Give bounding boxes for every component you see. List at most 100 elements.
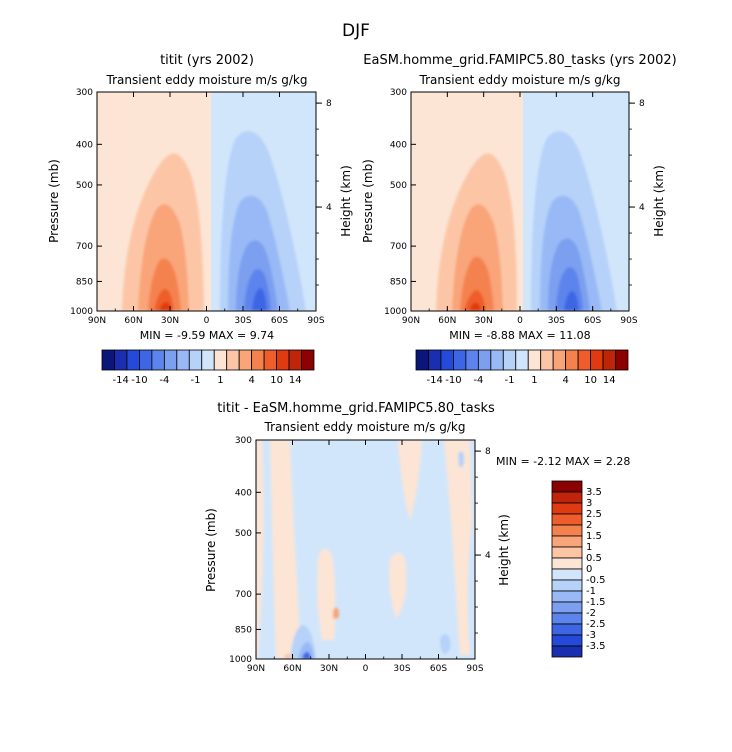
contour-pos-3 [460,256,494,311]
x-tick-label: 60S [430,664,447,674]
colorbar-swatch [151,349,165,371]
contour-neg-5 [252,288,267,311]
colorbar-1: -14 -10 -4 -1 1 4 10 14 [101,349,315,386]
min-max-readout: MIN = -9.59 MAX = 9.74 [140,329,274,342]
contour-pos-band-3 [317,548,336,640]
panel-title: titit - EaSM.homme_grid.FAMIPC5.80_tasks [217,401,495,416]
panel-subtitle: Transient eddy moisture m/s g/kg [419,73,621,87]
colorbar-swatch [465,349,479,371]
contour-pos-band-4 [398,440,422,520]
colorbar-swatch [527,349,542,371]
colorbar-swatch [126,349,140,371]
x-tick-label: 30S [548,316,565,326]
x-tick-label: 30S [234,316,251,326]
colorbar-label: -1 [505,375,515,386]
colorbar-swatch [551,557,583,570]
colorbar-swatch [213,349,228,371]
colorbar-swatch [551,535,583,548]
colorbar-swatch [552,349,567,371]
colorbar-label: -14 [113,375,129,386]
colorbar-swatch [515,349,529,371]
y-tick-label: 400 [235,488,252,498]
x-tick-label: 90N [247,664,265,674]
panel-model2: EaSM.homme_grid.FAMIPC5.80_tasks (yrs 20… [361,53,677,342]
contour-pos-small-2 [284,653,291,659]
colorbar-swatch [176,349,190,371]
y2-tick-label: 8 [639,99,645,109]
x-tick-label: 0 [204,316,210,326]
min-max-readout: MIN = -2.12 MAX = 2.28 [496,455,630,468]
colorbar-swatch [551,524,583,537]
colorbar-label: 3.5 [586,487,602,498]
contour-pos-4 [464,290,486,311]
colorbar-2: -14 -10 -4 -1 1 4 10 14 [415,349,629,386]
colorbar-swatch [428,349,442,371]
y-tick-label: 500 [76,181,93,191]
colorbar-label: -4 [159,375,169,386]
contour-field [256,440,475,659]
y-tick-label: 850 [390,277,407,287]
colorbar-label: -1 [191,375,201,386]
colorbar-swatch [602,349,616,371]
colorbar-swatch [551,480,583,493]
contour-pos-band-1 [256,440,264,659]
colorbar-swatch [114,349,128,371]
y-tick-label: 850 [76,277,93,287]
colorbar-label: -2.5 [586,619,606,630]
colorbar-label: -1 [586,586,596,597]
colorbar-swatch [615,349,629,371]
colorbar-swatch [551,623,583,636]
colorbar-swatch [201,349,215,371]
colorbar-swatch [502,349,517,371]
contour-neg-small-2 [458,451,465,468]
colorbar-swatch [440,349,454,371]
y-tick-label: 1000 [384,307,407,317]
y-axis-label: Pressure (mb) [47,159,61,243]
colorbar-label: -3 [586,630,596,641]
colorbar-swatch [577,349,591,371]
panel-title: titit (yrs 2002) [160,53,254,68]
y2-axis-label: Height (km) [652,165,666,236]
x-tick-label: 60N [124,316,142,326]
colorbar-swatch [490,349,504,371]
contour-field [411,92,629,311]
x-tick-label: 60S [584,316,601,326]
contour-pos-band-5 [444,440,472,655]
colorbar-label: 1 [217,375,223,386]
y-tick-label: 300 [235,436,252,446]
colorbar-swatch [551,546,583,559]
colorbar-label: 1 [586,542,592,553]
contour-pos-small-1 [333,607,340,619]
contour-neg-3 [302,651,311,659]
panel-title: EaSM.homme_grid.FAMIPC5.80_tasks (yrs 20… [363,53,676,68]
y-axis-label: Pressure (mb) [204,508,218,592]
colorbar-label: 14 [289,375,302,386]
colorbar-swatch [238,349,253,371]
x-tick-label: 30N [320,664,338,674]
colorbar-swatch [139,349,153,371]
y-tick-label: 300 [390,88,407,98]
panel-subtitle: Transient eddy moisture m/s g/kg [264,420,466,434]
y-tick-label: 1000 [70,307,93,317]
min-max-readout: MIN = -8.88 MAX = 11.08 [449,329,590,342]
colorbar-swatch [415,349,429,371]
y-axis-label: Pressure (mb) [361,159,375,243]
y2-tick-label: 8 [485,447,491,457]
colorbar-swatch [477,349,492,371]
colorbar-label: -14 [427,375,443,386]
colorbar-swatch [163,349,178,371]
contour-neg-small-1 [440,634,451,654]
y-tick-label: 300 [76,88,93,98]
figure-title: DJF [342,21,370,41]
colorbar-swatch [276,349,290,371]
colorbar-label: 1 [531,375,537,386]
colorbar-label: -4 [473,375,483,386]
colorbar-label: 0.5 [586,553,602,564]
colorbar-label: -0.5 [586,575,606,586]
colorbar-label: 10 [270,375,283,386]
y2-tick-label: 8 [326,99,332,109]
contour-neg-2 [298,642,314,659]
y-tick-label: 700 [390,242,407,252]
x-tick-label: 90N [402,316,420,326]
colorbar-label: -2 [586,608,596,619]
